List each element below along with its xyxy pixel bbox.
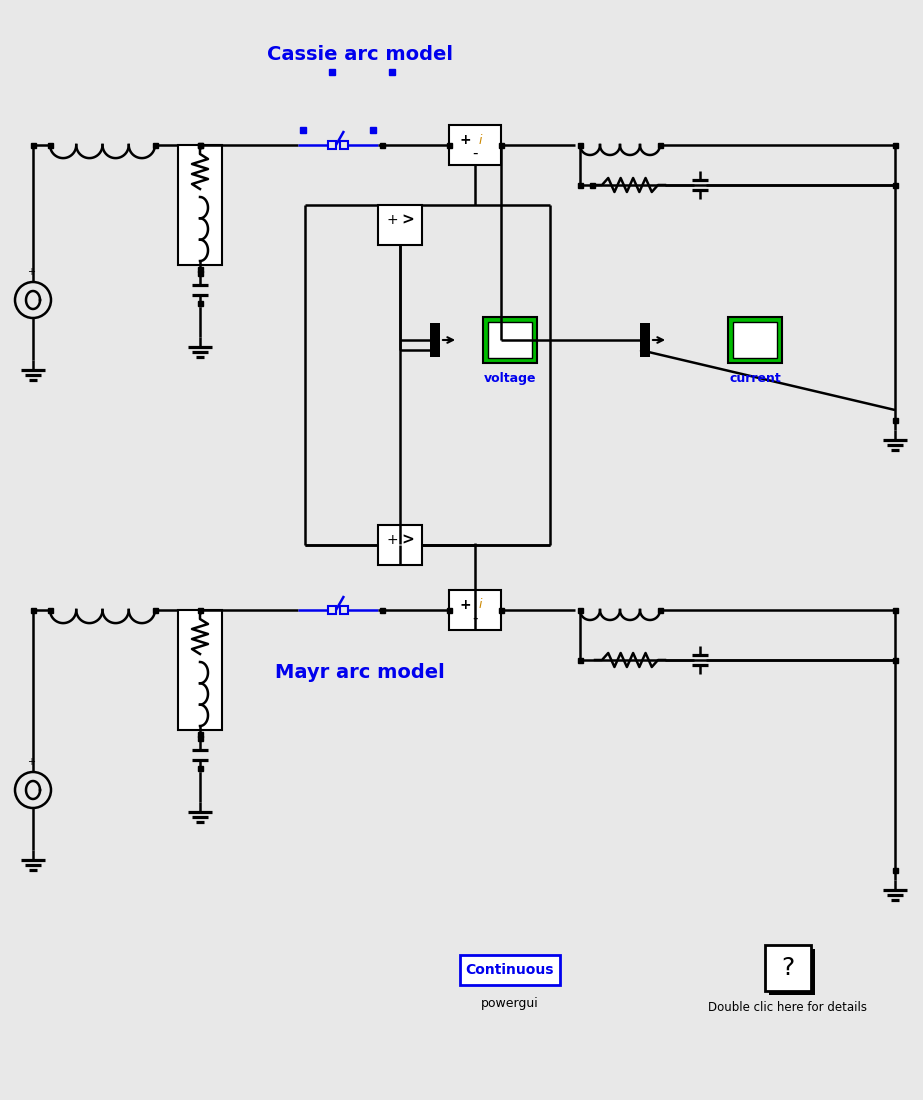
Bar [178,145,222,265]
Bar [379,607,385,613]
Bar [498,607,504,613]
Bar [733,322,777,358]
Bar [198,732,202,737]
Bar [893,143,897,147]
Bar [657,607,663,613]
Bar [378,525,422,565]
Bar [389,69,395,75]
Bar [893,418,897,422]
Text: current: current [729,372,781,385]
Bar [590,183,594,187]
Bar [893,868,897,872]
Bar [47,143,53,147]
Bar [488,322,532,358]
Text: -: - [473,145,478,161]
Text: i: i [478,598,482,612]
Bar [449,125,501,165]
Bar [483,317,537,363]
Bar [430,323,440,358]
Bar [198,143,202,147]
Bar [460,955,560,984]
Bar [893,658,897,662]
Bar [657,143,663,147]
Text: +: + [27,757,35,767]
Bar [30,143,35,147]
Text: voltage: voltage [484,372,536,385]
Bar [328,141,336,149]
Bar [765,945,811,991]
Text: Cassie arc model: Cassie arc model [267,45,453,65]
Text: >: > [402,532,414,548]
Bar [152,607,158,613]
Bar [498,143,504,147]
Bar [30,607,35,613]
Bar [379,143,385,147]
Bar [578,143,582,147]
Bar [370,126,376,133]
Text: +: + [386,213,398,227]
Bar [449,590,501,630]
Bar [47,607,53,613]
Text: >: > [402,212,414,228]
Bar [578,658,582,662]
Text: +: + [459,598,471,612]
Bar [893,183,897,187]
Bar [178,610,222,730]
Text: powergui: powergui [481,997,539,1010]
Bar [340,141,348,149]
Bar [198,271,202,275]
Bar [447,607,451,613]
Bar [340,606,348,614]
Text: Continuous: Continuous [466,962,554,977]
Bar [198,766,202,770]
Text: Mayr arc model: Mayr arc model [275,662,445,682]
Bar [893,607,897,613]
Bar [329,69,335,75]
Bar [728,317,782,363]
Bar [198,143,202,147]
Bar [578,183,582,187]
Bar [198,300,202,306]
Text: i: i [478,133,482,146]
Text: +: + [27,267,35,277]
Bar [198,736,202,740]
Bar [378,205,422,245]
Bar [769,949,815,996]
Text: ?: ? [782,956,795,980]
Text: Double clic here for details: Double clic here for details [709,1001,868,1014]
Bar [447,143,451,147]
Bar [300,126,306,133]
Bar [640,323,650,358]
Bar [152,143,158,147]
Bar [578,607,582,613]
Bar [328,606,336,614]
Bar [198,607,202,613]
Bar [198,266,202,272]
Text: +: + [459,133,471,147]
Text: -: - [473,610,478,626]
Text: +: + [386,534,398,547]
